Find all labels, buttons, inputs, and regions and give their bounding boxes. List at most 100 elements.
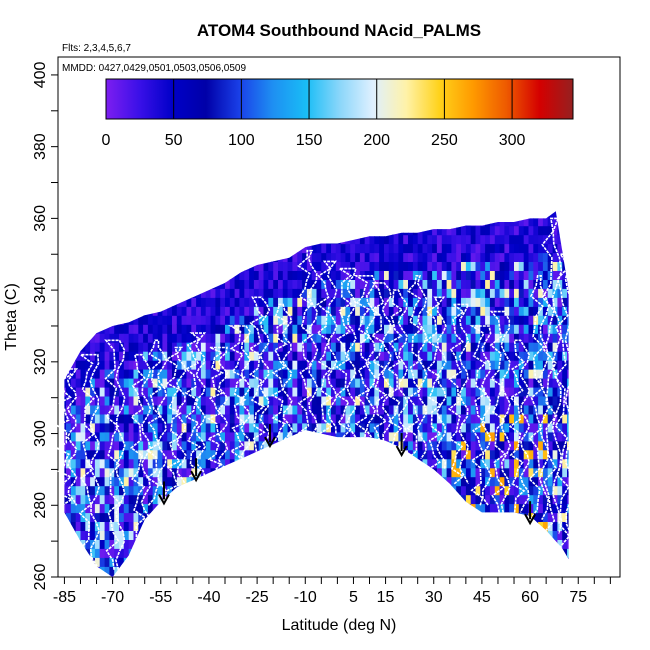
heatmap-cell <box>297 386 303 397</box>
heatmap-cell <box>85 270 91 280</box>
heatmap-cell <box>364 539 371 549</box>
heatmap-cell <box>552 395 558 406</box>
heatmap-cell <box>287 288 293 298</box>
profile-trace <box>489 310 512 513</box>
heatmap-cell <box>90 306 96 316</box>
heatmap-cell <box>518 449 525 460</box>
heatmap-cell <box>316 395 322 406</box>
heatmap-cell <box>485 369 491 379</box>
heatmap-cell <box>427 386 433 397</box>
heatmap-cell <box>398 342 404 352</box>
heatmap-cell <box>316 494 322 505</box>
heatmap-cell <box>451 503 457 514</box>
heatmap-cell <box>533 324 539 334</box>
heatmap-cell <box>417 360 424 370</box>
heatmap-cell <box>244 485 250 496</box>
heatmap-cell <box>384 270 390 280</box>
heatmap-cell <box>85 333 91 343</box>
heatmap-cell <box>557 431 563 442</box>
heatmap-cell <box>287 369 293 379</box>
heatmap-cell <box>422 422 428 433</box>
heatmap-cell <box>316 467 322 478</box>
heatmap-cell <box>417 315 424 325</box>
heatmap-cell <box>147 216 154 227</box>
heatmap-cell <box>297 315 303 325</box>
heatmap-cell <box>523 270 530 280</box>
heatmap-cell <box>470 270 477 280</box>
heatmap-cell <box>64 557 67 567</box>
heatmap-cell <box>335 360 342 370</box>
heatmap-cell <box>446 369 452 379</box>
heatmap-cell <box>263 211 269 218</box>
heatmap-cell <box>408 476 414 487</box>
heatmap-cell <box>90 261 96 271</box>
heatmap-cell <box>528 440 534 451</box>
heatmap-cell <box>273 404 279 415</box>
heatmap-cell <box>379 297 385 307</box>
heatmap-cell <box>167 306 173 316</box>
heatmap-cell <box>278 530 284 540</box>
heatmap-cell <box>75 494 82 505</box>
heatmap-cell <box>345 449 351 460</box>
heatmap-cell <box>331 557 337 567</box>
heatmap-cell <box>494 297 501 307</box>
heatmap-cell <box>138 521 144 531</box>
heatmap-cell <box>494 378 501 388</box>
heatmap-cell <box>441 440 448 451</box>
heatmap-cell <box>90 211 96 218</box>
heatmap-cell <box>514 378 520 388</box>
heatmap-cell <box>422 413 428 424</box>
heatmap-cell <box>119 369 125 379</box>
heatmap-cell <box>152 234 159 245</box>
heatmap-cell <box>475 521 481 531</box>
heatmap-cell <box>85 422 91 433</box>
heatmap-cell <box>326 234 332 245</box>
heatmap-cell <box>494 288 501 298</box>
heatmap-cell <box>499 369 505 379</box>
heatmap-cell <box>552 503 558 514</box>
heatmap-cell <box>268 306 274 316</box>
heatmap-cell <box>345 566 351 576</box>
heatmap-cell <box>514 342 520 352</box>
heatmap-cell <box>268 413 274 424</box>
heatmap-cell <box>446 458 452 469</box>
heatmap-cell <box>191 288 197 298</box>
heatmap-cell <box>94 431 101 442</box>
heatmap-cell <box>268 360 274 370</box>
heatmap-cell <box>533 485 539 496</box>
heatmap-cell <box>143 270 149 280</box>
heatmap-cell <box>258 485 265 496</box>
heatmap-cell <box>451 521 457 531</box>
heatmap-cell <box>523 404 530 415</box>
heatmap-cell <box>494 324 501 334</box>
heatmap-cell <box>157 404 163 415</box>
heatmap-cell <box>167 422 173 433</box>
heatmap-cell <box>504 225 510 236</box>
heatmap-cell <box>119 243 125 254</box>
heatmap-cell <box>109 575 115 577</box>
heatmap-cell <box>321 297 327 307</box>
heatmap-cell <box>355 539 361 549</box>
heatmap-cell <box>408 467 414 478</box>
heatmap-cell <box>408 369 414 379</box>
heatmap-cell <box>422 458 428 469</box>
heatmap-cell <box>379 548 385 558</box>
heatmap-cell <box>210 234 216 245</box>
heatmap-cell <box>456 476 462 487</box>
heatmap-cell <box>210 342 216 352</box>
heatmap-cell <box>533 211 539 218</box>
heatmap-cell <box>384 369 390 379</box>
heatmap-cell <box>278 199 283 209</box>
heatmap-cell <box>350 211 356 218</box>
heatmap-cell <box>249 270 255 280</box>
heatmap-cell <box>128 279 135 289</box>
heatmap-cell <box>509 252 515 262</box>
heatmap-cell <box>355 566 361 576</box>
heatmap-cell <box>196 306 202 316</box>
heatmap-cell <box>186 404 192 415</box>
heatmap-cell <box>273 431 279 442</box>
heatmap-cell <box>384 386 390 397</box>
heatmap-cell <box>423 199 428 209</box>
heatmap-cell <box>335 261 342 271</box>
heatmap-cell <box>200 279 207 289</box>
